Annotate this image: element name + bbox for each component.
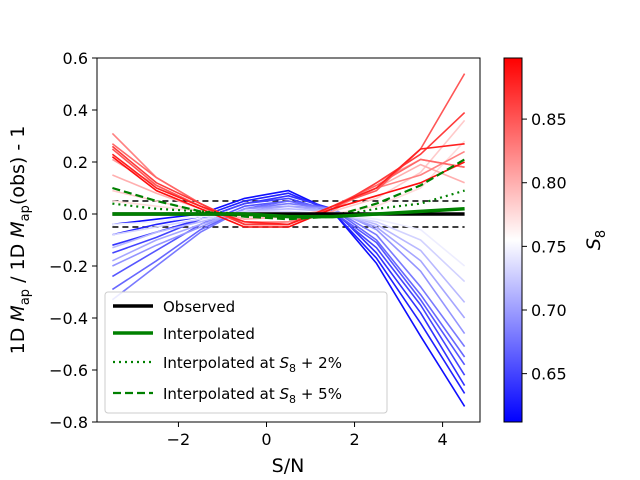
model-series-line-0	[112, 189, 466, 407]
colorbar-tick-label: 0.65	[531, 365, 567, 384]
legend-label-observed: Observed	[163, 298, 235, 316]
x-axis-ticks: −2 0 2 4	[167, 422, 448, 449]
legend: Observed Interpolated Interpolated at S8…	[104, 291, 388, 414]
x-tick-label: −2	[167, 430, 191, 449]
colorbar-ticks: 0.65 0.70 0.75 0.80 0.85	[522, 110, 567, 384]
model-series-line-5	[111, 200, 466, 358]
legend-label-interpolated: Interpolated	[163, 325, 255, 343]
plot-frame	[96, 57, 481, 423]
x-tick-label: 4	[437, 430, 447, 449]
y-tick-label: −0.2	[49, 257, 88, 276]
model-series-line-20	[111, 143, 465, 226]
colorbar-gradient	[503, 57, 523, 423]
legend-box	[104, 291, 388, 414]
colorbar-label: S8	[583, 230, 609, 250]
y-tick-label: 0.4	[63, 101, 88, 120]
x-axis-label: S/N	[272, 455, 305, 477]
interpolated-line	[112, 207, 465, 219]
model-series-group	[111, 73, 466, 407]
observed-error-band	[112, 200, 465, 228]
model-series-line-3	[112, 197, 466, 376]
x-tick-label: 0	[261, 430, 271, 449]
model-series-line-21	[111, 156, 465, 228]
legend-label-interp-2pct: Interpolated at S8 + 2%	[163, 354, 342, 375]
colorbar-tick-label: 0.85	[531, 110, 567, 129]
model-series-line-8	[112, 205, 466, 319]
y-axis-label: 1D Map / 1D Map(obs) - 1	[7, 126, 33, 355]
interpolated-2pct-line	[112, 189, 465, 218]
y-tick-label: −0.4	[49, 309, 88, 328]
y-tick-label: −0.6	[49, 361, 88, 380]
colorbar-tick-label: 0.75	[531, 237, 567, 256]
model-series-line-10	[112, 210, 466, 283]
colorbar-tick-label: 0.80	[531, 174, 567, 193]
y-tick-label: 0.6	[63, 49, 88, 68]
y-tick-label: −0.8	[49, 413, 88, 432]
highlight-series-group	[112, 158, 466, 221]
model-series-line-6	[111, 202, 466, 348]
model-series-line-1	[112, 192, 466, 394]
x-tick-label: 2	[349, 430, 359, 449]
y-tick-label: 0.0	[63, 205, 88, 224]
colorbar: 0.65 0.70 0.75 0.80 0.85 S8	[503, 57, 609, 423]
model-series-line-2	[112, 195, 466, 387]
y-tick-label: 0.2	[63, 153, 88, 172]
interpolated-5pct-line	[112, 158, 466, 221]
y-axis-ticks: −0.8 −0.6 −0.4 −0.2 0.0 0.2 0.4 0.6	[49, 49, 97, 432]
colorbar-tick-label: 0.70	[531, 301, 567, 320]
model-series-line-9	[112, 208, 466, 303]
legend-label-interp-5pct: Interpolated at S8 + 5%	[163, 385, 342, 406]
